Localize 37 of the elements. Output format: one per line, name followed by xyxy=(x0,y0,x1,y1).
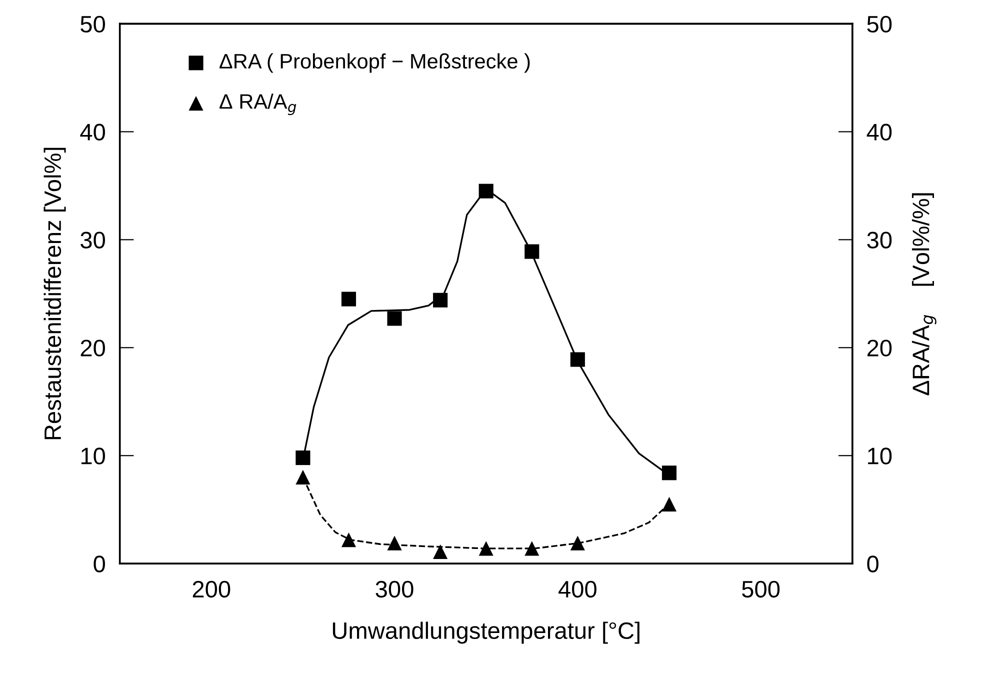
text: ΔRA/A$_{g}$ [Vol%/%] xyxy=(912,193,936,396)
legend-label: Δ RA/A$_{g}$ xyxy=(220,94,296,116)
y2-tick-label: 40 xyxy=(866,124,892,141)
point xyxy=(341,292,356,306)
y-tick-label: 10 xyxy=(81,448,105,464)
y2-tick-label: 10 xyxy=(868,448,892,464)
point xyxy=(341,532,356,548)
point xyxy=(524,541,540,556)
legend-label: ΔRA ( Probenkopf − Meßstrecke ) xyxy=(220,53,530,73)
point xyxy=(478,184,494,198)
x-axis-title: Umwandlungstemperatur [°C] xyxy=(332,622,640,644)
x-tick-label: 300 xyxy=(376,580,414,598)
y2-tick-label: 50 xyxy=(867,16,892,33)
point xyxy=(296,470,310,484)
point xyxy=(433,292,448,308)
x-tick-label: 500 xyxy=(742,580,780,598)
point xyxy=(387,536,402,550)
point xyxy=(387,311,402,326)
y2-tick-label: 30 xyxy=(867,232,892,248)
point xyxy=(570,536,585,550)
y-tick-label: 50 xyxy=(80,16,105,33)
y-axis-title: Restaustenitdifferenz [Vol%] xyxy=(44,148,66,440)
y-tick-label: 40 xyxy=(80,124,105,141)
y-tick-label: 30 xyxy=(80,232,105,248)
x-tick-label: 400 xyxy=(558,580,596,598)
y2-tick-label: 20 xyxy=(867,340,892,356)
x-tick-label: 200 xyxy=(192,580,230,598)
point xyxy=(433,544,448,559)
point xyxy=(662,496,677,512)
point xyxy=(296,450,310,466)
point xyxy=(662,466,677,480)
point xyxy=(570,352,585,367)
y2-tick-label: 0 xyxy=(867,556,878,572)
y-tick-label: 0 xyxy=(94,556,105,572)
point xyxy=(524,244,540,259)
y-tick-label: 20 xyxy=(80,340,105,356)
point xyxy=(478,541,494,556)
